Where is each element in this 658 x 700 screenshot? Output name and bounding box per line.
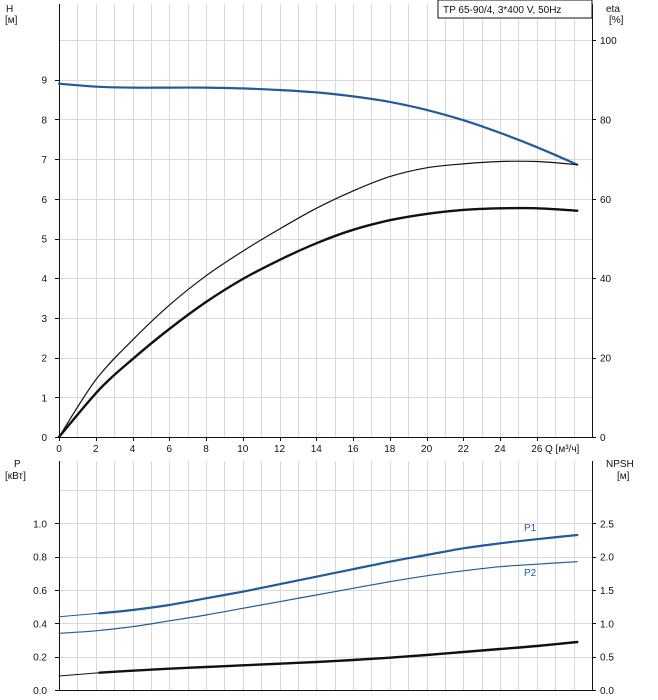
bottom-left-tick-label: 0.2 bbox=[33, 653, 47, 664]
bottom-left-axis-label-1: P bbox=[14, 459, 21, 470]
x-tick-label: 14 bbox=[311, 444, 323, 455]
x-tick-label: 8 bbox=[203, 444, 209, 455]
top-right-axis-label-1: eta bbox=[606, 4, 620, 15]
top-axes: 0 2 4 6 8 10 12 14 16 18 20 22 24 2601234567890204060… bbox=[41, 4, 617, 455]
bottom-curves bbox=[58, 533, 579, 677]
x-tick-label: 18 bbox=[384, 444, 396, 455]
series-line-eta-total bbox=[58, 160, 578, 438]
x-tick-label: 24 bbox=[495, 444, 507, 455]
top-left-tick-label: 2 bbox=[41, 354, 47, 365]
bottom-right-tick-label: 2.0 bbox=[600, 553, 614, 564]
x-tick-label: 2 bbox=[93, 444, 99, 455]
x-tick-label: 4 bbox=[130, 444, 136, 455]
bottom-right-tick-label: 0.0 bbox=[600, 686, 614, 697]
top-right-tick-label: 80 bbox=[600, 115, 612, 126]
top-left-tick-label: 3 bbox=[41, 314, 47, 325]
top-left-axis-label-1: H bbox=[6, 4, 13, 15]
series-line-npsh-start bbox=[58, 672, 100, 677]
x-tick-label: 0 bbox=[56, 444, 62, 455]
series-line-eta-pump bbox=[57, 206, 579, 439]
bottom-right-tick-label: 2.5 bbox=[600, 519, 614, 530]
x-tick-label: 20 bbox=[421, 444, 433, 455]
top-right-axis-label-2: [%] bbox=[609, 15, 624, 26]
top-right-tick-label: 40 bbox=[600, 274, 612, 285]
bottom-left-tick-label: 0.8 bbox=[33, 553, 47, 564]
chart-labels: TP 65-90/4, 3*400 V, 50Hz H [м] eta [%] … bbox=[5, 0, 634, 579]
series-line-npsh bbox=[98, 640, 579, 674]
x-tick-label: 16 bbox=[348, 444, 360, 455]
x-tick-label: 10 bbox=[237, 444, 249, 455]
top-left-tick-label: 4 bbox=[41, 274, 47, 285]
top-left-tick-label: 9 bbox=[41, 76, 47, 87]
bottom-right-axis-label-1: NPSH bbox=[606, 459, 634, 470]
bottom-left-axis-label-2: [кВт] bbox=[5, 471, 26, 482]
x-axis-unit-label: Q [м³/ч] bbox=[545, 444, 580, 455]
bottom-right-tick-label: 0.5 bbox=[600, 653, 614, 664]
top-right-tick-label: 60 bbox=[600, 195, 612, 206]
x-tick-label: 6 bbox=[166, 444, 172, 455]
bottom-left-tick-label: 0.6 bbox=[33, 586, 47, 597]
top-left-tick-label: 6 bbox=[41, 195, 47, 206]
top-grid bbox=[59, 4, 592, 437]
top-right-tick-label: 20 bbox=[600, 354, 612, 365]
top-left-tick-label: 0 bbox=[41, 433, 47, 444]
p2-series-label: P2 bbox=[524, 568, 537, 579]
bottom-axes: 0.0 0.2 0.4 0.6 0.8 1.0 0.0 0.5 1.0 1.5 2.0 2.5 bbox=[33, 461, 614, 697]
bottom-left-tick-label: 1.0 bbox=[33, 519, 47, 530]
series-line-h bbox=[57, 82, 579, 166]
bottom-right-tick-label: 1.5 bbox=[600, 586, 614, 597]
x-tick-label: 12 bbox=[274, 444, 286, 455]
p1-series-label: P1 bbox=[524, 523, 537, 534]
top-curves bbox=[57, 82, 579, 439]
bottom-left-tick-label: 0.4 bbox=[33, 619, 47, 630]
top-left-tick-label: 5 bbox=[41, 235, 47, 246]
top-left-tick-label: 7 bbox=[41, 155, 47, 166]
bottom-right-tick-label: 1.0 bbox=[600, 619, 614, 630]
top-left-tick-label: 8 bbox=[41, 115, 47, 126]
series-line-p2 bbox=[58, 561, 578, 634]
top-right-tick-label: 100 bbox=[600, 36, 617, 47]
series-line-p1 bbox=[98, 533, 579, 615]
bottom-right-axis-label-2: [м] bbox=[617, 471, 630, 482]
x-tick-label: 22 bbox=[458, 444, 470, 455]
bottom-grid bbox=[59, 461, 592, 690]
top-right-tick-label: 0 bbox=[600, 433, 606, 444]
chart-title: TP 65-90/4, 3*400 V, 50Hz bbox=[443, 5, 561, 16]
x-tick-label: 26 bbox=[531, 444, 543, 455]
bottom-left-tick-label: 0.0 bbox=[33, 686, 47, 697]
top-left-axis-label-2: [м] bbox=[5, 15, 18, 26]
title-box bbox=[437, 0, 593, 19]
series-line-h-eta-dashed-start bbox=[58, 83, 100, 88]
top-left-tick-label: 1 bbox=[41, 393, 47, 404]
series-line-p1-start bbox=[58, 612, 100, 618]
